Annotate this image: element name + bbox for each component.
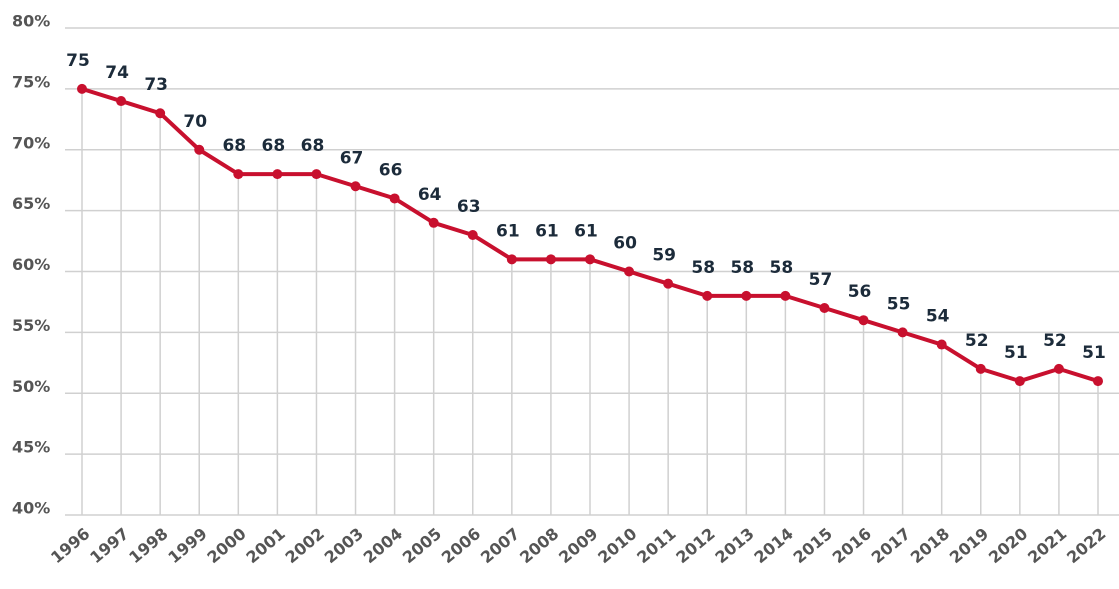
data-label: 51 (1004, 343, 1028, 363)
data-point (936, 339, 947, 350)
x-tick-label: 2013 (711, 524, 757, 567)
data-label: 56 (848, 282, 872, 302)
x-tick-label: 2003 (321, 524, 367, 567)
data-label: 57 (809, 270, 833, 290)
data-point (1014, 376, 1025, 387)
data-label: 67 (340, 148, 364, 168)
data-point (194, 144, 205, 155)
x-tick-label: 2011 (633, 524, 679, 567)
data-point (155, 108, 166, 119)
x-tick-label: 2005 (399, 524, 445, 567)
data-label: 74 (105, 63, 129, 83)
x-tick-label: 2004 (360, 524, 406, 567)
data-point (780, 290, 791, 301)
data-point (389, 193, 400, 204)
x-tick-label: 2015 (790, 524, 836, 567)
x-tick-label: 2020 (985, 524, 1031, 567)
y-tick-label: 50% (12, 377, 50, 396)
data-label: 75 (66, 51, 90, 71)
data-point (897, 327, 908, 338)
y-tick-label: 70% (12, 133, 50, 152)
data-label: 68 (222, 136, 246, 156)
x-tick-label: 1998 (125, 524, 171, 567)
data-label: 52 (1043, 331, 1067, 351)
data-label: 60 (613, 234, 637, 254)
data-point (272, 169, 283, 180)
x-tick-label: 2018 (907, 524, 953, 567)
x-tick-label: 2014 (751, 524, 797, 567)
x-tick-label: 2008 (516, 524, 562, 567)
y-tick-label: 65% (12, 194, 50, 213)
y-tick-label: 55% (12, 316, 50, 335)
data-label: 58 (770, 258, 794, 278)
data-point (506, 254, 517, 265)
x-tick-label: 1996 (47, 524, 93, 567)
x-tick-label: 2021 (1024, 524, 1070, 567)
y-tick-label: 40% (12, 499, 50, 518)
data-point (467, 229, 478, 240)
x-tick-label: 2009 (555, 524, 601, 567)
x-tick-label: 2007 (477, 524, 523, 567)
data-label: 58 (730, 258, 754, 278)
data-point (311, 169, 322, 180)
x-tick-label: 2019 (946, 524, 992, 567)
data-point (350, 181, 361, 192)
x-tick-label: 2017 (868, 524, 914, 567)
x-tick-label: 2016 (829, 524, 875, 567)
x-tick-label: 2010 (594, 524, 640, 567)
data-point (116, 96, 127, 107)
data-label: 58 (691, 258, 715, 278)
x-tick-label: 2002 (282, 524, 328, 567)
data-label: 68 (301, 136, 325, 156)
data-label: 51 (1082, 343, 1106, 363)
data-point (428, 217, 439, 228)
data-label: 61 (574, 221, 598, 241)
y-tick-label: 80% (12, 12, 50, 31)
data-label: 61 (535, 221, 559, 241)
data-point (77, 83, 87, 94)
data-point (975, 363, 986, 374)
data-label: 52 (965, 331, 989, 351)
data-label: 63 (457, 197, 481, 217)
data-point (1053, 363, 1064, 374)
data-point (702, 290, 713, 301)
y-tick-label: 45% (12, 438, 50, 457)
x-tick-label: 2012 (672, 524, 718, 567)
data-point (233, 169, 244, 180)
data-point (545, 254, 556, 265)
data-label: 59 (652, 246, 676, 266)
data-label: 61 (496, 221, 520, 241)
x-tick-label: 1999 (164, 524, 210, 567)
data-point (585, 254, 595, 265)
x-tick-label: 2022 (1063, 524, 1109, 567)
data-label: 54 (926, 307, 950, 327)
data-label: 70 (183, 112, 207, 132)
data-point (858, 315, 869, 326)
data-point (624, 266, 635, 277)
data-point (741, 290, 752, 301)
data-point (819, 303, 830, 314)
y-tick-label: 75% (12, 72, 50, 91)
data-label: 55 (887, 294, 911, 314)
data-label: 64 (418, 185, 442, 205)
data-point (663, 278, 674, 289)
y-tick-label: 60% (12, 255, 50, 274)
x-tick-label: 2000 (203, 524, 249, 567)
x-tick-label: 1997 (86, 524, 132, 567)
x-tick-label: 2001 (243, 524, 289, 567)
x-tick-label: 2006 (438, 524, 484, 567)
data-label: 66 (379, 160, 403, 180)
data-point (1093, 376, 1103, 387)
data-label: 73 (144, 75, 168, 95)
data-label: 68 (262, 136, 286, 156)
